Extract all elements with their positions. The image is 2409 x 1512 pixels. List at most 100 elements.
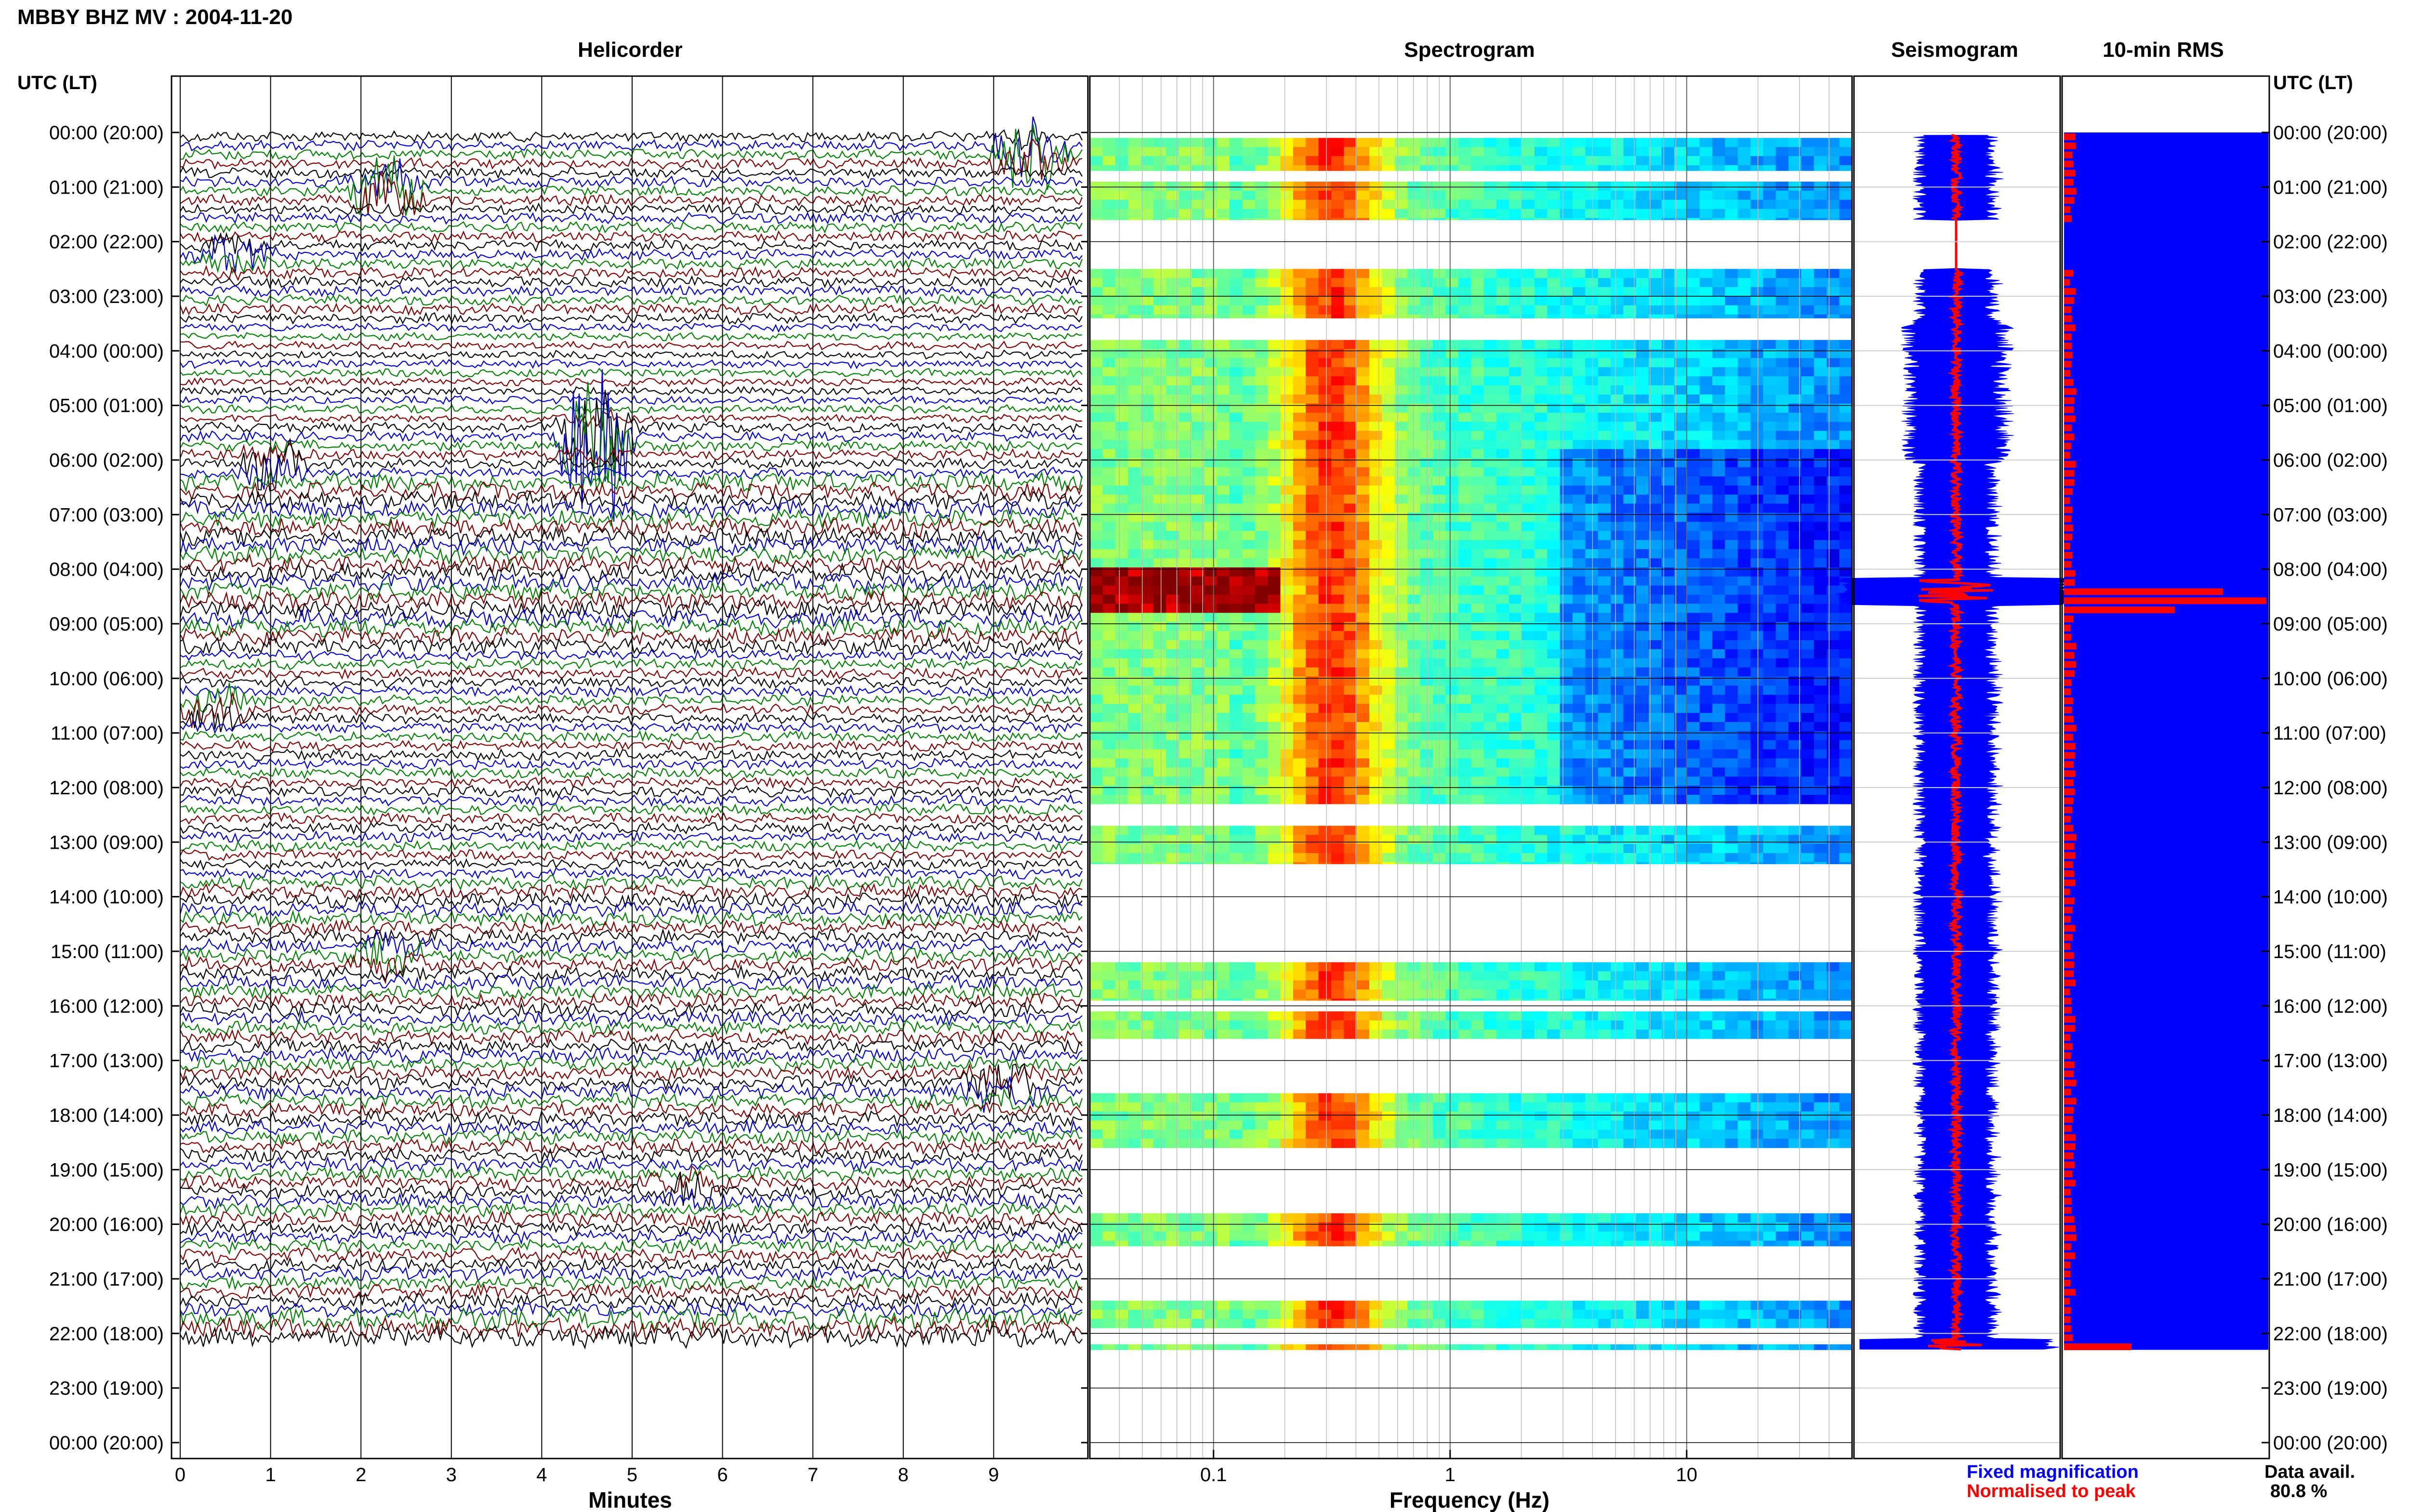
spectrogram-cell <box>1458 440 1471 449</box>
spectrogram-cell <box>1572 613 1586 622</box>
spectrogram-cell <box>1674 585 1687 595</box>
helicorder-trace <box>180 683 1083 713</box>
spectrogram-cell <box>1090 165 1103 171</box>
spectrogram-cell <box>1788 585 1802 595</box>
spectrogram-cell <box>1623 731 1637 741</box>
spectrogram-cell <box>1090 540 1103 550</box>
spectrogram-cell <box>1445 314 1459 318</box>
spectrogram-cell <box>1712 971 1725 981</box>
spectrogram-cell <box>1356 531 1370 540</box>
spectrogram-cell <box>1763 1011 1776 1021</box>
spectrogram-cell <box>1153 853 1166 863</box>
spectrogram-cell <box>1509 749 1522 759</box>
spectrogram-cell <box>1471 989 1484 999</box>
spectrogram-cell <box>1420 165 1433 171</box>
spectrogram-cell <box>1509 467 1522 477</box>
spectrogram-cell <box>1661 576 1675 586</box>
spectrogram-cell <box>1813 844 1827 854</box>
spectrogram-cell <box>1382 449 1395 459</box>
spectrogram-cell <box>1674 358 1687 368</box>
spectrogram-cell <box>1293 853 1306 863</box>
spectrogram-cell <box>1306 349 1319 358</box>
spectrogram-cell <box>1102 1093 1116 1103</box>
spectrogram-cell <box>1394 658 1408 668</box>
spectrogram-cell <box>1293 278 1306 288</box>
spectrogram-cell <box>1496 576 1509 586</box>
spectrogram-cell <box>1509 522 1522 531</box>
spectrogram-cell <box>1306 631 1319 641</box>
spectrogram-cell <box>1813 853 1827 863</box>
spectrogram-cell <box>1369 349 1383 358</box>
spectrogram-cell <box>1471 722 1484 732</box>
spectrogram-cell <box>1445 558 1459 568</box>
spectrogram-cell <box>1674 165 1687 171</box>
spectrogram-cell <box>1471 458 1484 468</box>
spectrogram-cell <box>1649 713 1662 723</box>
spectrogram-cell <box>1623 722 1637 732</box>
spectrogram-cell <box>1102 1029 1116 1039</box>
spectrogram-cell <box>1801 853 1814 863</box>
spectrogram-cell <box>1230 853 1243 863</box>
spectrogram-cell <box>1420 558 1433 568</box>
spectrogram-cell <box>1102 403 1116 413</box>
spectrogram-cell <box>1661 156 1675 166</box>
spectrogram-cell <box>1420 156 1433 166</box>
spectrogram-cell <box>1813 613 1827 622</box>
spectrogram-cell <box>1153 776 1166 786</box>
spectrogram-cell <box>1839 749 1853 759</box>
spectrogram-cell <box>1369 522 1383 531</box>
spectrogram-cell <box>1801 531 1814 540</box>
spectrogram-cell <box>1737 658 1751 668</box>
spectrogram-cell <box>1102 449 1116 459</box>
spectrogram-cell <box>1674 476 1687 486</box>
spectrogram-cell <box>1140 989 1154 999</box>
spectrogram-cell <box>1585 567 1599 577</box>
spectrogram-cell <box>1598 522 1611 531</box>
spectrogram-cell <box>1509 305 1522 315</box>
spectrogram-cell <box>1547 540 1561 550</box>
helicorder-trace <box>180 785 1083 799</box>
spectrogram-cell <box>1813 458 1827 468</box>
spectrogram-cell <box>1585 658 1599 668</box>
spectrogram-cell <box>1306 758 1319 768</box>
spectrogram-cell <box>1128 585 1141 595</box>
spectrogram-cell <box>1369 156 1383 166</box>
spectrogram-cell <box>1115 305 1128 315</box>
spectrogram-cell <box>1344 658 1357 668</box>
spectrogram-cell <box>1306 531 1319 540</box>
spectrogram-cell <box>1775 740 1789 750</box>
spectrogram-cell <box>1344 695 1357 704</box>
spectrogram-cell <box>1572 685 1586 695</box>
spectrogram-cell <box>1191 713 1204 723</box>
spectrogram-cell <box>1737 1011 1751 1021</box>
spectrogram-cell <box>1178 758 1192 768</box>
spectrogram-cell <box>1560 585 1573 595</box>
spectrogram-cell <box>1560 367 1573 377</box>
spectrogram-cell <box>1534 209 1548 219</box>
spectrogram-cell <box>1827 314 1840 318</box>
spectrogram-cell <box>1268 340 1281 350</box>
spectrogram-cell <box>1458 305 1471 315</box>
spectrogram-cell <box>1140 758 1154 768</box>
spectrogram-cell <box>1445 549 1459 559</box>
spectrogram-cell <box>1636 622 1649 631</box>
spectrogram-cell <box>1407 558 1421 568</box>
spectrogram-cell <box>1331 640 1344 650</box>
spectrogram-cell <box>1306 278 1319 288</box>
spectrogram-cell <box>1763 640 1776 650</box>
spectrogram-cell <box>1623 853 1637 863</box>
spectrogram-cell <box>1827 531 1840 540</box>
spectrogram-cell <box>1496 622 1509 631</box>
spectrogram-cell <box>1268 476 1281 486</box>
spectrogram-cell <box>1420 522 1433 531</box>
spectrogram-cell <box>1522 376 1535 386</box>
spectrogram-cell <box>1407 218 1421 220</box>
spectrogram-cell <box>1522 604 1535 613</box>
helicorder-trace <box>180 951 1083 985</box>
spectrogram-cell <box>1445 199 1459 210</box>
spectrogram-cell <box>1356 585 1370 595</box>
spectrogram-cell <box>1572 971 1586 981</box>
spectrogram-cell <box>1458 314 1471 318</box>
spectrogram-cell <box>1737 305 1751 315</box>
spectrogram-cell <box>1471 209 1484 219</box>
